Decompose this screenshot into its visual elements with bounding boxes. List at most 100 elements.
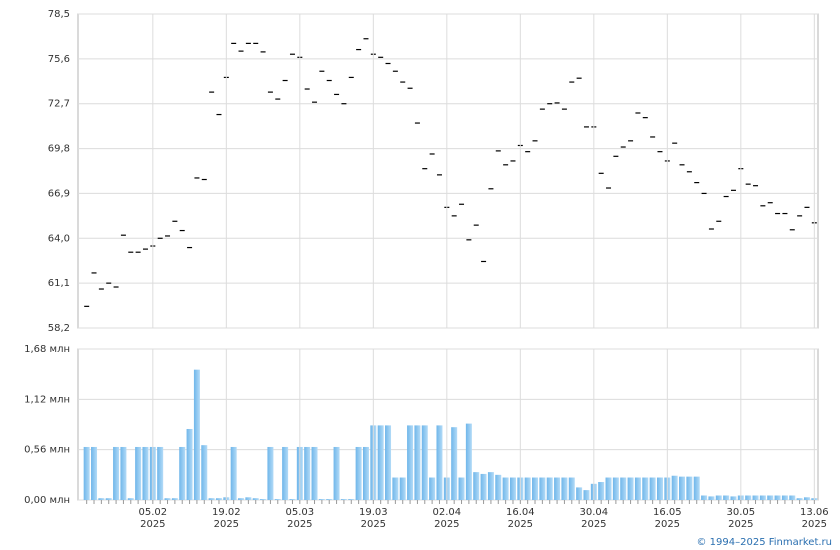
volume-bar bbox=[142, 446, 149, 500]
volume-bar bbox=[105, 498, 112, 500]
volume-bar bbox=[392, 477, 399, 500]
volume-bar bbox=[686, 476, 693, 500]
volume-bar bbox=[649, 477, 656, 500]
y-tick-label: 78,5 bbox=[48, 9, 70, 20]
y-tick-label: 0,56 млн bbox=[24, 445, 70, 456]
volume-bar bbox=[451, 427, 458, 500]
volume-bar bbox=[113, 446, 120, 500]
volume-bar bbox=[480, 473, 487, 500]
volume-bar bbox=[91, 446, 98, 500]
volume-bar bbox=[502, 477, 509, 500]
volume-bar bbox=[348, 499, 355, 500]
volume-bar bbox=[362, 446, 369, 500]
volume-bar bbox=[260, 499, 267, 500]
volume-bar bbox=[715, 495, 722, 500]
x-tick-label: 05.02 2025 bbox=[139, 507, 168, 530]
volume-bar bbox=[465, 423, 472, 500]
volume-bar bbox=[120, 446, 127, 500]
y-tick-label: 1,68 млн bbox=[24, 344, 70, 355]
y-tick-label: 69,8 bbox=[48, 144, 70, 155]
volume-bar bbox=[333, 446, 340, 500]
volume-bar bbox=[355, 446, 362, 500]
volume-bar bbox=[708, 496, 715, 500]
volume-bar bbox=[326, 499, 333, 500]
volume-bar bbox=[774, 495, 781, 500]
y-tick-label: 64,0 bbox=[48, 233, 70, 244]
volume-bar bbox=[745, 495, 752, 500]
volume-bar bbox=[436, 425, 443, 500]
volume-bar bbox=[127, 498, 134, 500]
volume-bar bbox=[340, 499, 347, 500]
volume-bar bbox=[627, 477, 634, 500]
x-tick-label: 13.06 2025 bbox=[800, 507, 829, 530]
volume-bar bbox=[679, 476, 686, 500]
volume-bar bbox=[671, 475, 678, 500]
volume-bar bbox=[201, 445, 208, 500]
volume-bar bbox=[583, 490, 590, 500]
volume-bar bbox=[561, 477, 568, 500]
volume-bar bbox=[605, 477, 612, 500]
volume-bar bbox=[186, 428, 193, 500]
volume-bar bbox=[495, 474, 502, 500]
volume-bar bbox=[524, 477, 531, 500]
volume-bar bbox=[509, 477, 516, 500]
volume-bar bbox=[318, 499, 325, 500]
volume-bar bbox=[377, 425, 384, 500]
y-tick-label: 58,2 bbox=[48, 323, 70, 334]
volume-bar bbox=[693, 476, 700, 500]
volume-bar bbox=[568, 477, 575, 500]
volume-bar bbox=[796, 498, 803, 500]
x-tick-label: 30.05 2025 bbox=[727, 507, 756, 530]
volume-bar bbox=[539, 477, 546, 500]
volume-bar bbox=[311, 446, 318, 500]
volume-bar bbox=[789, 495, 796, 500]
volume-bar bbox=[407, 425, 414, 500]
volume-bar bbox=[274, 499, 281, 500]
volume-bar bbox=[429, 477, 436, 500]
volume-bar bbox=[289, 499, 296, 500]
volume-bar bbox=[83, 446, 90, 500]
volume-bar bbox=[723, 495, 730, 500]
volume-bar bbox=[730, 496, 737, 500]
volume-bar bbox=[179, 446, 186, 500]
volume-bar bbox=[414, 425, 421, 500]
y-tick-label: 61,1 bbox=[48, 278, 70, 289]
x-tick-label: 05.03 2025 bbox=[286, 507, 315, 530]
volume-bar bbox=[421, 425, 428, 500]
volume-bar bbox=[215, 498, 222, 500]
x-tick-label: 02.04 2025 bbox=[433, 507, 462, 530]
volume-bar bbox=[230, 446, 237, 500]
copyright: © 1994–2025 Finmarket.ru bbox=[696, 537, 832, 548]
x-tick-label: 16.05 2025 bbox=[653, 507, 682, 530]
volume-bar bbox=[642, 477, 649, 500]
volume-bar bbox=[620, 477, 627, 500]
volume-bar bbox=[532, 477, 539, 500]
volume-bar bbox=[487, 472, 494, 500]
plot-frame bbox=[77, 13, 819, 329]
y-tick-label: 0,00 млн bbox=[24, 495, 70, 506]
volume-bar bbox=[598, 482, 605, 500]
x-tick-label: 19.03 2025 bbox=[359, 507, 388, 530]
volume-bar bbox=[701, 495, 708, 500]
volume-bar bbox=[752, 495, 759, 500]
volume-bar bbox=[193, 369, 200, 500]
x-tick-label: 30.04 2025 bbox=[580, 507, 609, 530]
x-tick-label: 16.04 2025 bbox=[506, 507, 535, 530]
volume-bar bbox=[164, 498, 171, 500]
volume-bar bbox=[399, 477, 406, 500]
volume-bar bbox=[282, 446, 289, 500]
volume-bar bbox=[576, 487, 583, 500]
volume-bar bbox=[473, 472, 480, 500]
y-tick-label: 66,9 bbox=[48, 188, 70, 199]
volume-bar bbox=[546, 477, 553, 500]
volume-bar bbox=[781, 495, 788, 500]
volume-bar bbox=[385, 425, 392, 500]
volume-bar bbox=[656, 477, 663, 500]
volume-bar bbox=[135, 446, 142, 500]
volume-bar bbox=[208, 498, 215, 500]
y-tick-label: 72,7 bbox=[48, 99, 70, 110]
volume-bar bbox=[767, 495, 774, 500]
volume-bar bbox=[304, 446, 311, 500]
volume-bar bbox=[554, 477, 561, 500]
